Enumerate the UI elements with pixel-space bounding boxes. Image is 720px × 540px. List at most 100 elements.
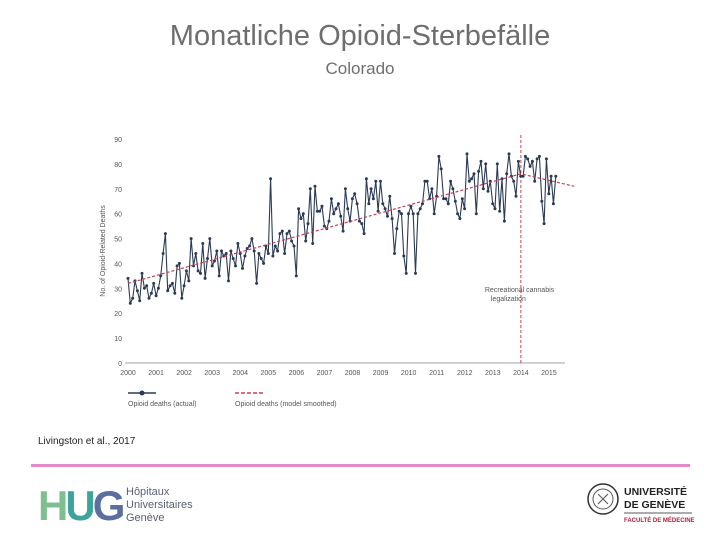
y-tick-label: 40 [114,261,122,268]
data-point-actual [481,187,485,191]
chart-legend: Opioid deaths (actual) Opioid deaths (mod… [128,390,337,408]
data-point-actual [341,229,345,233]
x-tick-label: 2001 [148,370,164,377]
data-point-actual [493,207,497,211]
data-point-actual [395,227,399,231]
data-point-actual [156,286,160,290]
data-point-actual [273,244,277,248]
data-point-actual [432,212,436,216]
data-point-actual [252,249,256,253]
data-point-actual [149,291,153,295]
data-point-actual [439,167,443,171]
data-point-actual [145,284,149,288]
data-point-actual [262,261,266,265]
data-point-actual [128,301,132,305]
data-point-actual [362,232,366,236]
data-point-actual [465,152,469,156]
data-point-actual [299,217,303,221]
data-point-actual [551,202,555,206]
hug-logo-line-1: Hôpitaux [126,486,170,498]
data-point-actual [355,202,359,206]
data-point-actual [215,249,219,253]
data-point-actual [147,296,151,300]
unige-logo: UNIVERSITÉ DE GENÈVE FACULTÉ DE MÉDECINE [587,483,695,524]
data-point-actual [327,219,331,223]
data-point-actual [248,244,252,248]
data-point-actual [514,194,518,198]
data-point-actual [456,212,460,216]
legend-label-smoothed: Opioid deaths (model smoothed) [235,401,337,408]
hug-letter: H [38,482,66,526]
data-point-actual [203,276,207,280]
hug-logo-line-3: Genève [126,512,165,524]
data-point-actual [236,242,240,245]
data-point-actual [177,261,181,265]
unige-seal-icon [587,483,619,515]
x-tick-label: 2007 [317,370,333,377]
data-point-actual [470,177,474,181]
data-point-actual [397,209,401,213]
data-point-actual [374,179,378,183]
data-point-actual [442,197,446,201]
data-point-actual [530,159,534,163]
data-point-actual [474,212,478,216]
data-point-actual [320,204,324,208]
data-point-actual [516,159,520,163]
data-point-actual [418,207,422,211]
data-point-actual [315,209,319,213]
data-point-actual [353,192,357,196]
data-point-actual [484,162,488,166]
data-point-actual [371,197,375,201]
x-tick-label: 2004 [232,370,248,377]
data-point-actual [308,187,312,191]
data-point-actual [250,237,254,241]
data-point-actual [376,209,380,213]
data-point-actual [276,249,280,253]
data-point-actual [498,209,502,213]
data-point-actual [472,172,476,176]
data-point-actual [269,177,273,181]
data-point-actual [554,174,558,178]
data-point-actual [290,239,294,243]
data-point-actual [126,276,130,280]
y-axis-label: No. of Opioid-Related Deaths [100,205,107,297]
data-point-actual [451,187,455,191]
data-point-actual [318,209,322,213]
data-point-actual [537,154,541,158]
data-point-actual [540,199,544,203]
data-point-actual [523,154,527,158]
data-point-actual [201,242,205,245]
data-point-actual [224,252,228,255]
data-point-actual [404,271,408,275]
x-tick-label: 2000 [120,370,136,377]
data-point-actual [280,229,284,233]
data-point-actual [245,247,249,250]
data-point-actual [170,281,174,285]
data-point-actual [266,252,270,255]
data-point-actual [257,252,261,255]
data-point-actual [329,197,333,201]
x-tick-label: 2014 [513,370,529,377]
data-point-actual [234,264,237,268]
data-point-actual [423,179,427,183]
data-point-actual [180,296,184,300]
data-point-actual [505,172,509,176]
x-tick-label: 2015 [541,370,557,377]
data-point-actual [507,152,511,156]
unige-logo-faculty: FACULTÉ DE MÉDECINE [624,516,695,524]
x-tick-label: 2005 [261,370,277,377]
data-point-actual [535,157,539,161]
data-point-actual [166,289,170,293]
data-point-actual [360,222,364,226]
x-tick-label: 2013 [485,370,501,377]
data-point-actual [411,212,415,216]
data-point-actual [313,184,317,188]
data-point-actual [306,222,310,226]
data-point-actual [407,212,410,216]
data-point-actual [161,252,165,255]
x-tick-label: 2002 [176,370,192,377]
data-point-actual [343,187,347,191]
hug-logo-line-2: Universitaires [126,499,193,511]
data-point-actual [519,174,523,178]
chart-axes: 0 10 20 30 40 50 60 70 80 90 2000 2001 2002 2003 2004 2… [100,137,565,377]
